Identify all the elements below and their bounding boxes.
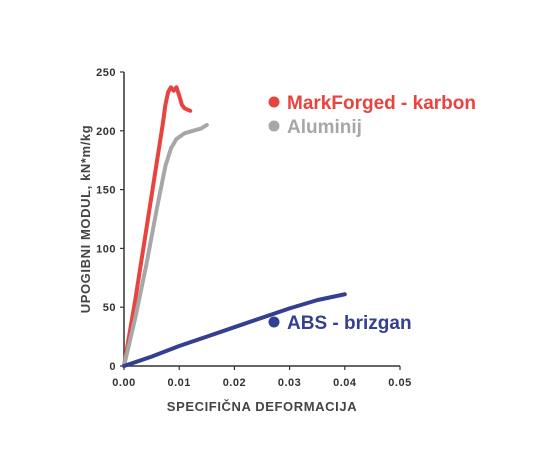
x-tick-label: 0.02	[223, 377, 246, 389]
axes	[123, 72, 400, 367]
x-tick-label: 0.03	[278, 377, 301, 389]
y-ticks: 0 50 100 150 200 250	[96, 67, 124, 373]
series-layer	[122, 85, 347, 368]
legend: MarkForged - karbon Aluminij ABS - brizg…	[268, 93, 476, 334]
legend-marker-aluminij	[268, 120, 280, 132]
legend-label-markforged: MarkForged - karbon	[287, 93, 476, 114]
legend-label-abs: ABS - brizgan	[287, 313, 412, 334]
x-ticks: 0.00 0.01 0.02 0.03 0.04 0.05	[112, 366, 411, 389]
y-tick-label: 200	[96, 126, 116, 138]
x-axis-title: SPECIFIČNA DEFORMACIJA	[167, 399, 357, 414]
y-tick-label: 100	[96, 243, 116, 255]
series-abs-brizgan-line	[122, 292, 347, 368]
y-tick-label: 0	[109, 361, 116, 373]
y-tick-label: 250	[96, 67, 116, 79]
legend-label-aluminij: Aluminij	[287, 117, 362, 138]
x-tick-label: 0.04	[333, 377, 357, 389]
legend-item-abs: ABS - brizgan	[268, 313, 412, 334]
x-tick-label: 0.05	[388, 377, 411, 389]
legend-marker-abs	[268, 316, 280, 328]
legend-item-aluminij: Aluminij	[268, 117, 362, 138]
y-tick-label: 50	[103, 302, 116, 314]
series-aluminij-line	[122, 122, 209, 368]
y-axis-title: UPOGIBNI MODUL, kN*m/kg	[78, 125, 93, 314]
x-tick-label: 0.00	[112, 377, 135, 389]
y-tick-label: 150	[96, 185, 116, 197]
legend-marker-markforged	[268, 96, 280, 108]
x-tick-label: 0.01	[167, 377, 190, 389]
series-markforged-karbon-line	[122, 85, 193, 368]
legend-item-markforged: MarkForged - karbon	[268, 93, 476, 114]
